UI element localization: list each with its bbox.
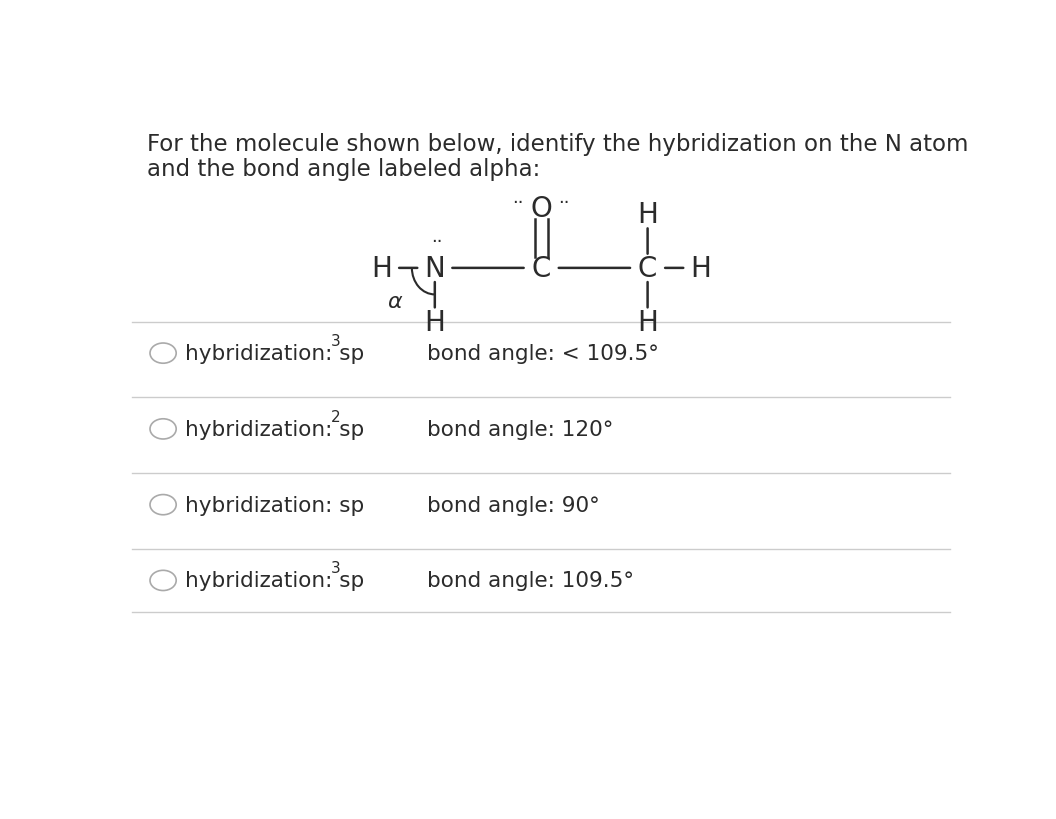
Text: O: O [530,195,552,223]
Text: hybridization: sp: hybridization: sp [185,571,364,590]
Text: 2: 2 [331,410,340,424]
Text: H: H [637,308,658,336]
Text: H: H [371,255,392,283]
Text: ··: ·· [512,193,524,211]
Text: C: C [531,255,551,283]
Text: H: H [425,308,446,336]
Text: 3: 3 [331,333,341,349]
Text: H: H [691,255,712,283]
Text: $\alpha$: $\alpha$ [388,292,403,311]
Text: bond angle: 109.5°: bond angle: 109.5° [427,571,634,590]
Text: ··: ·· [559,193,570,211]
Text: C: C [638,255,657,283]
Text: N: N [425,255,446,283]
Text: bond angle: < 109.5°: bond angle: < 109.5° [427,344,659,364]
Text: hybridization: sp: hybridization: sp [185,495,364,515]
Text: hybridization: sp: hybridization: sp [185,344,364,364]
Text: bond angle: 120°: bond angle: 120° [427,419,612,439]
Text: hybridization: sp: hybridization: sp [185,419,364,439]
Text: ··: ·· [432,233,444,251]
Text: For the molecule shown below, identify the hybridization on the N atom: For the molecule shown below, identify t… [147,133,968,156]
Text: and the bond angle labeled alpha:: and the bond angle labeled alpha: [147,158,540,181]
Text: H: H [637,201,658,229]
Text: 3: 3 [331,561,341,576]
Text: bond angle: 90°: bond angle: 90° [427,495,600,515]
